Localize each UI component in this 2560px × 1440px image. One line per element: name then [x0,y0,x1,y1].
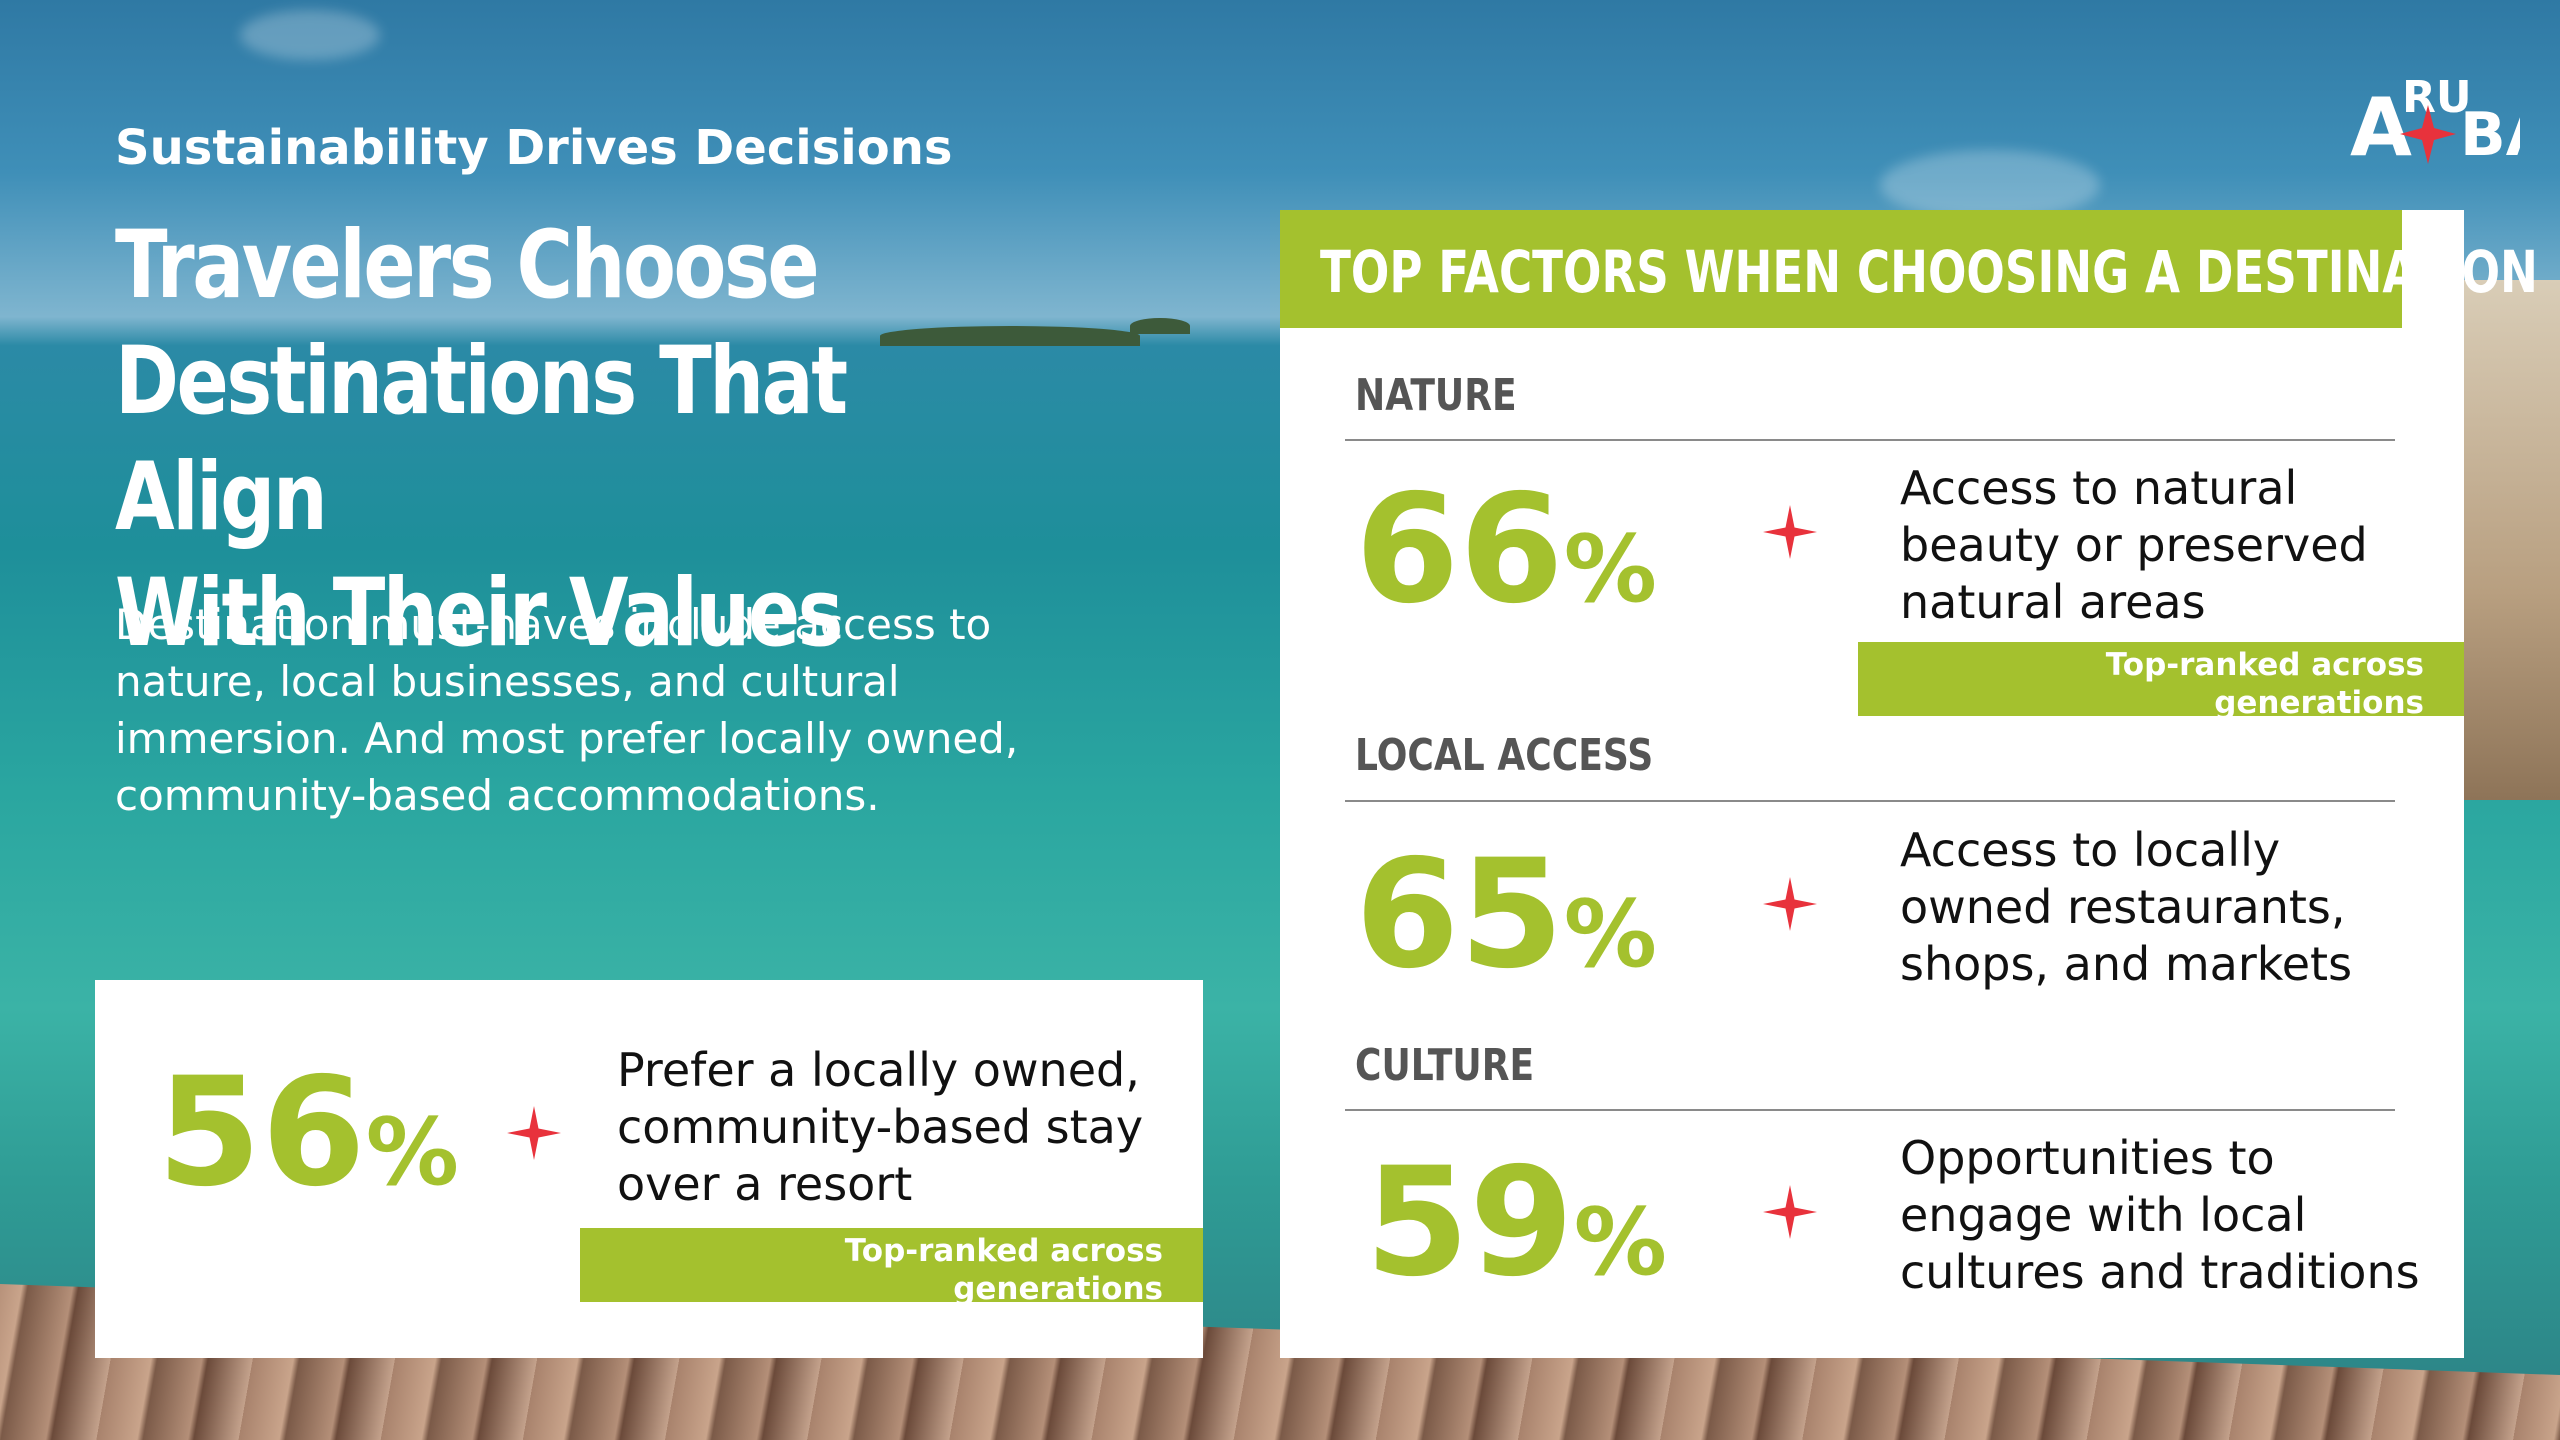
stat-percentage: 56% [157,1058,459,1208]
factor-text-line: engage with local [1900,1188,2307,1242]
stat-text-line: Prefer a locally owned, [617,1043,1140,1097]
title-line: Travelers Choose [115,211,820,320]
factor-text-line: cultures and traditions [1900,1245,2420,1299]
badge-line: generations [2214,685,2424,721]
page-title: Travelers Choose Destinations That Align… [115,208,935,672]
svg-text:A: A [2350,81,2412,170]
stat-description: Prefer a locally owned, community-based … [617,1042,1143,1213]
stat-value: 56 [157,1046,366,1220]
top-ranked-badge: Top-ranked across generations [580,1228,1203,1307]
percent-sign: % [365,1098,459,1206]
divider [1345,800,2395,802]
factor-text-line: owned restaurants, [1900,880,2346,934]
title-line: Destinations That Align [115,327,848,552]
factor-text-line: Access to natural [1900,461,2298,515]
divider [1345,439,2395,441]
star-icon [1761,1183,1819,1241]
description: Destination must-haves include access to… [115,600,1019,820]
category-label-nature: NATURE [1355,370,1517,421]
star-icon [1761,875,1819,933]
divider [1345,1109,2395,1111]
factor-description-culture: Opportunities to engage with local cultu… [1900,1130,2420,1301]
factor-text-line: beauty or preserved [1900,518,2368,572]
top-ranked-badge: Top-ranked across generations [1858,642,2464,721]
percent-sign: % [1573,1188,1667,1296]
percent-sign: % [1563,515,1657,623]
factor-description-nature: Access to natural beauty or preserved na… [1900,460,2368,631]
factor-text-line: Opportunities to [1900,1131,2275,1185]
factor-percentage-culture: 59% [1365,1148,1667,1298]
factor-text-line: natural areas [1900,575,2206,629]
section-subtitle: Sustainability Drives Decisions [115,120,953,176]
factor-value: 66 [1355,463,1564,637]
stat-card-local-stay: 56% Prefer a locally owned, community-ba… [95,980,1203,1358]
category-label-culture: CULTURE [1355,1040,1535,1091]
panel-header: TOP FACTORS WHEN CHOOSING A DESTINATION [1280,210,2538,328]
top-factors-panel: NATURE 66% Access to natural beauty or p… [1280,210,2464,1358]
svg-text:BA: BA [2460,100,2520,170]
factor-percentage-local-access: 65% [1355,840,1657,990]
aruba-logo: A RU BA [2350,60,2553,174]
badge-line: generations [953,1271,1163,1307]
category-label-local-access: LOCAL ACCESS [1355,730,1654,781]
star-icon [505,1104,563,1162]
factor-description-local-access: Access to locally owned restaurants, sho… [1900,822,2352,993]
factor-value: 65 [1355,828,1564,1002]
badge-line: Top-ranked across [844,1233,1163,1269]
star-icon [1761,503,1819,561]
stat-text-line: community-based stay [617,1100,1144,1154]
factor-text-line: shops, and markets [1900,937,2353,991]
factor-percentage-nature: 66% [1355,475,1657,625]
percent-sign: % [1563,880,1657,988]
panel-heading: TOP FACTORS WHEN CHOOSING A DESTINATION [1320,238,2538,306]
badge-line: Top-ranked across [2105,647,2424,683]
factor-text-line: Access to locally [1900,823,2281,877]
svg-text:RU: RU [2402,72,2472,123]
factor-value: 59 [1365,1136,1574,1310]
title-line: With Their Values [115,559,844,668]
stat-text-line: over a resort [617,1157,913,1211]
